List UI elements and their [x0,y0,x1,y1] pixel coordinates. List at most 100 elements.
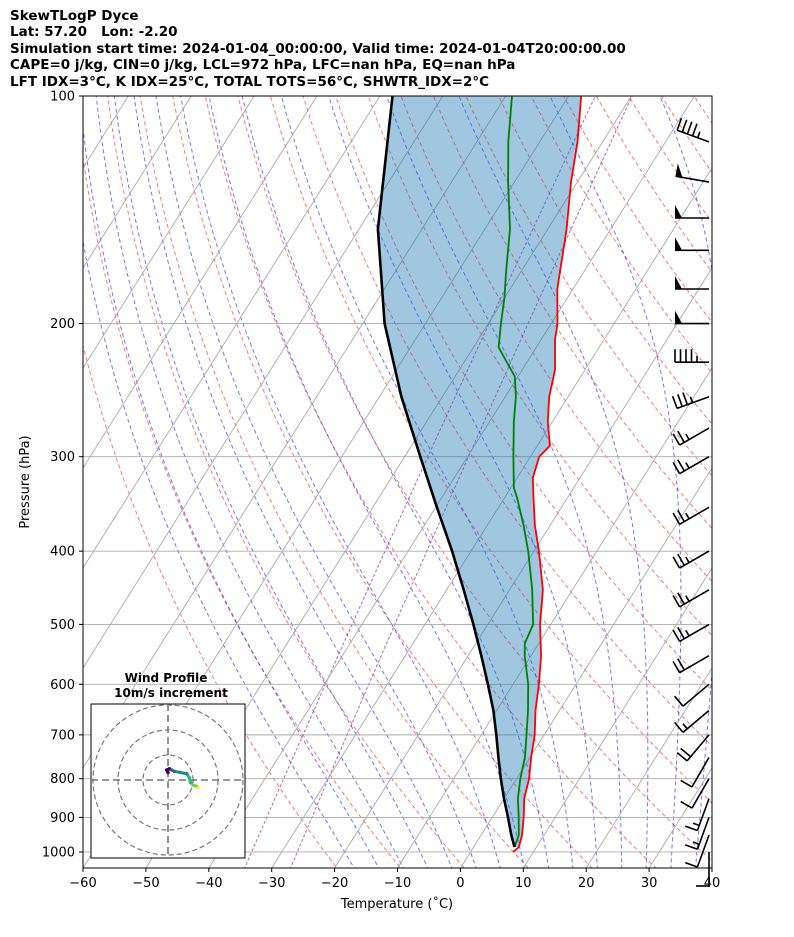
dry-adiabat [465,96,712,477]
wind-barb [672,456,710,475]
wind-barb-half [692,841,700,845]
isotherm [460,467,712,868]
wind-barb-half [692,822,700,827]
wind-barb-full [676,751,688,762]
wind-barb-staff [675,175,710,183]
wind-barb [672,427,710,446]
y-tick-label: 500 [50,618,75,633]
wind-barb [680,757,710,788]
wind-barb-half [685,595,690,602]
wind-barb [696,852,710,887]
wind-barb-half [685,433,690,441]
moist-adiabat [208,96,526,868]
wind-barb [676,734,710,762]
wind-barb-half [685,629,690,637]
moist-adiabat [133,96,453,868]
wind-barb [684,798,710,832]
x-tick-label: −50 [132,876,159,891]
wind-barb-half [685,512,690,520]
wind-barb-staff [682,709,710,734]
wind-barb-full [672,661,681,674]
y-axis-label: Pressure (hPa) [18,435,33,528]
wind-barb-full [680,800,693,809]
wind-barb [674,349,709,364]
wind-barb-full [676,117,683,131]
mixing-ratio-line [244,96,596,868]
header-indices: LFT IDX=3°C, K IDX=25°C, TOTAL TOTS=56°C… [10,73,490,90]
y-tick-label: 300 [50,450,75,465]
wind-barb-full [680,747,692,758]
wind-barb [675,163,710,183]
isotherm [83,96,444,669]
wind-barb [675,205,709,219]
wind-barb-full [673,695,684,707]
dry-adiabat [139,96,529,868]
hodograph-title-line1: Wind Profile [125,671,208,685]
isotherm [397,367,712,868]
wind-barb-half [685,556,690,564]
x-tick-label: 40 [704,876,721,891]
wind-barb-full [673,721,684,733]
wind-barb [675,276,709,290]
wind-barb-half [696,131,701,139]
moist-adiabat [280,96,574,868]
wind-barb-full [684,844,698,851]
temperature-line [512,96,583,853]
wind-barb-full [691,123,698,137]
wind-barb-full [677,430,685,443]
wind-barb-full [672,433,681,446]
moist-adiabat [113,96,429,868]
isotherm [83,96,318,469]
wind-barb-half [685,462,690,469]
dry-adiabat [172,96,593,868]
y-tick-label: 100 [50,90,75,105]
wind-barb [672,550,710,569]
wind-barb-staff [696,834,710,868]
wind-barb [673,709,710,734]
wind-barb-full [677,553,685,566]
x-tick-label: −60 [69,876,96,891]
parcel-area-shading [377,96,582,847]
hodograph-point [191,783,195,787]
wind-profile-inset: Wind Profile 10m/s increment [90,671,246,859]
wind-barb-full [672,462,681,475]
wind-barb-staff [691,757,710,788]
wind-barb [673,683,710,707]
y-tick-label: 900 [50,811,75,826]
wind-barb [672,589,710,608]
isotherm [83,96,255,369]
y-tick-label: 400 [50,545,75,560]
wind-barb [684,834,710,868]
x-tick-label: 30 [641,876,658,891]
hodograph-point [178,770,183,775]
wind-barb-flag [675,310,682,324]
y-tick-label: 600 [50,678,75,693]
dry-adiabat [269,96,712,804]
wind-barb-staff [682,683,710,707]
wind-barb-full [677,459,685,472]
wind-barb [680,778,710,809]
wind-barb [672,506,710,525]
moist-adiabat [743,61,794,883]
header-coordinates: Lat: 57.20 Lon: -2.20 [10,24,178,41]
moist-adiabat [549,96,682,868]
dry-adiabat [432,96,712,530]
wind-barb-full [671,395,678,409]
wind-barb [672,623,710,643]
wind-barb-full [672,556,681,569]
wind-barb-full [686,121,693,135]
wind-barb-full [672,512,681,525]
wind-barb-full [681,119,688,133]
wind-barb [675,310,709,325]
header-simulation-time: Simulation start time: 2024-01-04_00:00:… [10,40,626,57]
wind-barb [676,117,710,143]
header-cape-cin: CAPE=0 j/kg, CIN=0 j/kg, LCL=972 hPa, LF… [10,57,516,74]
moist-adiabat [83,124,380,868]
header-station: SkewTLogP Dyce [10,8,139,24]
wind-barb-staff [691,778,710,809]
hodograph-point [185,772,189,776]
wind-barb-half [689,396,694,404]
wind-barb-full [682,392,689,405]
moist-adiabat [83,238,355,868]
moist-adiabat [719,61,778,883]
